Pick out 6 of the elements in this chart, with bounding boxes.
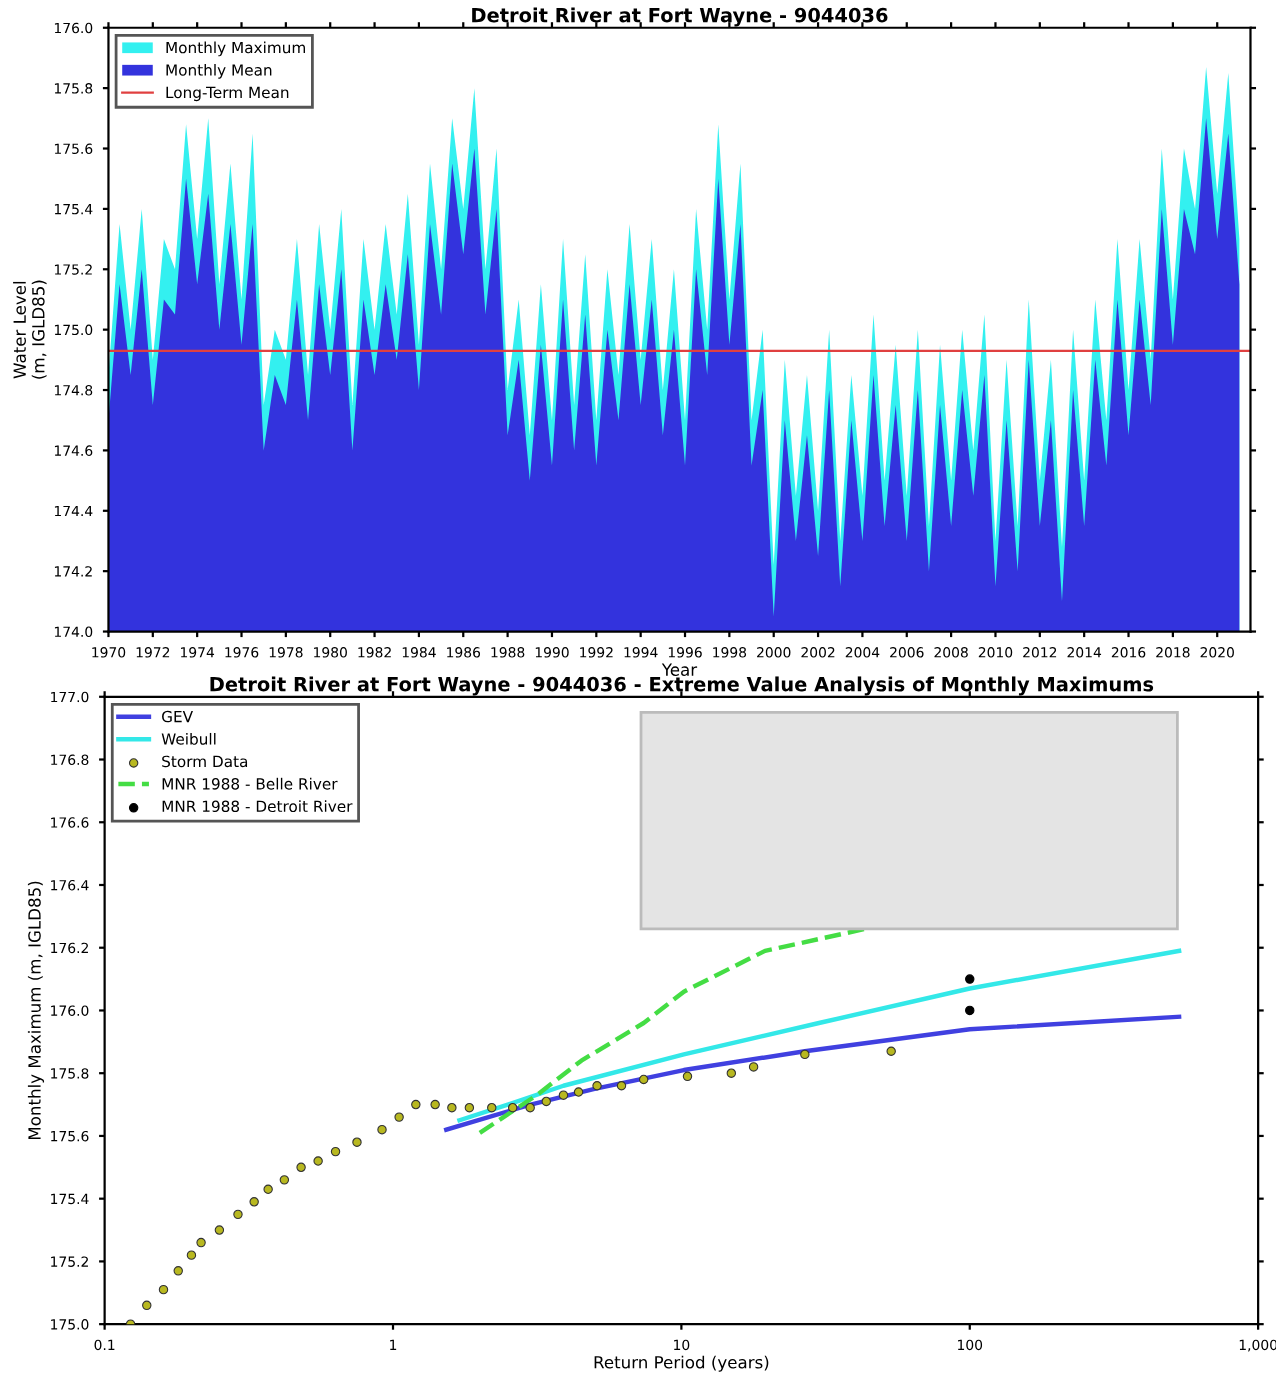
chart-title: Detroit River at Fort Wayne - 9044036 [472, 7, 888, 27]
x-axis-title: Return Period (years) [594, 1355, 769, 1372]
y-axis-title: Water Level (m, IGLD85) [13, 280, 47, 379]
x-axis-title: Year [661, 663, 698, 676]
y-axis-title: Monthly Maximum (m, IGLD85) [27, 881, 45, 1140]
chart-title: Detroit River at Fort Wayne - 9044036 - Extreme Value Analysis of Monthly Maximums [210, 676, 1154, 696]
